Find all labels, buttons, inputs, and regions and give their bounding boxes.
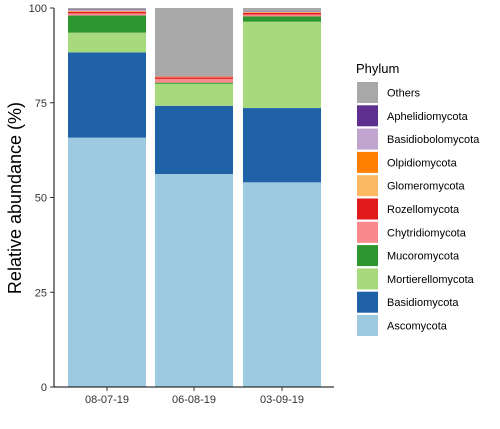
legend-label-mucoromycota: Mucoromycota <box>387 251 460 263</box>
legend-label-glomeromycota: Glomeromycota <box>387 181 466 193</box>
y-tick-label: 100 <box>29 3 47 15</box>
bar-03-09-19-mucoromycota <box>243 16 321 22</box>
legend-label-rozellomycota: Rozellomycota <box>387 204 460 216</box>
x-tick-label: 08-07-19 <box>85 394 129 406</box>
bar-06-08-19-basidiomycota <box>155 105 233 174</box>
legend-label-aphelidiomycota: Aphelidiomycota <box>387 111 469 123</box>
legend-title: Phylum <box>356 61 399 76</box>
bar-03-09-19-basidiomycota <box>243 108 321 183</box>
bar-06-08-19-mucoromycota <box>155 82 233 84</box>
bar-layer <box>68 8 321 387</box>
bar-03-09-19-rozellomycota <box>243 12 321 15</box>
legend-key-mucoromycota <box>357 245 378 267</box>
x-axis-ticks: 08-07-19 06-08-19 03-09-19 <box>85 387 304 406</box>
bar-03-09-19-others <box>243 8 321 12</box>
bar-08-07-19-basidiomycota <box>68 52 146 138</box>
bar-03-09-19-chytridiomycota <box>243 14 321 17</box>
legend-key-olpidiomycota <box>357 151 378 173</box>
y-tick-label: 25 <box>35 287 47 299</box>
bar-08-07-19-others <box>68 8 146 10</box>
legend-key-others <box>357 82 378 103</box>
legend-label-basidiobolomycota: Basidiobolomycota <box>387 134 480 146</box>
bar-08-07-19-basidiobolomycota <box>68 9 146 12</box>
bar-08-07-19-ascomycota <box>68 137 146 387</box>
x-tick-label: 06-08-19 <box>172 394 216 406</box>
bar-06-08-19-mortierellomycota <box>155 83 233 106</box>
legend-key-chytridiomycota <box>357 221 378 243</box>
legend-label-olpidiomycota: Olpidiomycota <box>387 157 458 169</box>
legend-label-basidiomycota: Basidiomycota <box>387 297 459 309</box>
bar-06-08-19-chytridiomycota <box>155 78 233 83</box>
bar-06-08-19-ascomycota <box>155 174 233 387</box>
y-tick-label: 50 <box>35 193 47 205</box>
y-tick-label: 0 <box>41 382 47 394</box>
bar-03-09-19-mortierellomycota <box>243 21 321 109</box>
y-axis-label: Relative abundance (%) <box>5 102 25 294</box>
legend: Phylum Others Aphelidiomycota Basidiobolom… <box>356 61 480 336</box>
bar-06-08-19-others <box>155 8 233 76</box>
bar-08-07-19-rozellomycota <box>68 11 146 14</box>
legend-key-mortierellomycota <box>357 268 378 290</box>
bar-03-09-19-ascomycota <box>243 182 321 387</box>
legend-label-chytridiomycota: Chytridiomycota <box>387 227 467 239</box>
bar-06-08-19-rozellomycota <box>155 77 233 79</box>
bar-08-07-19-chytridiomycota <box>68 13 146 16</box>
y-axis-ticks: 0 25 50 75 100 <box>29 3 54 394</box>
legend-key-basidiobolomycota <box>357 128 378 150</box>
legend-key-aphelidiomycota <box>357 105 378 127</box>
legend-label-mortierellomycota: Mortierellomycota <box>387 274 475 286</box>
legend-label-others: Others <box>387 88 421 100</box>
legend-label-ascomycota: Ascomycota <box>387 321 448 333</box>
legend-key-ascomycota <box>357 315 378 336</box>
legend-key-glomeromycota <box>357 175 378 197</box>
legend-key-basidiomycota <box>357 291 378 313</box>
x-tick-label: 03-09-19 <box>260 394 304 406</box>
legend-key-rozellomycota <box>357 198 378 220</box>
y-tick-label: 75 <box>35 98 47 110</box>
bar-08-07-19-mucoromycota <box>68 15 146 33</box>
bar-08-07-19-mortierellomycota <box>68 32 146 53</box>
